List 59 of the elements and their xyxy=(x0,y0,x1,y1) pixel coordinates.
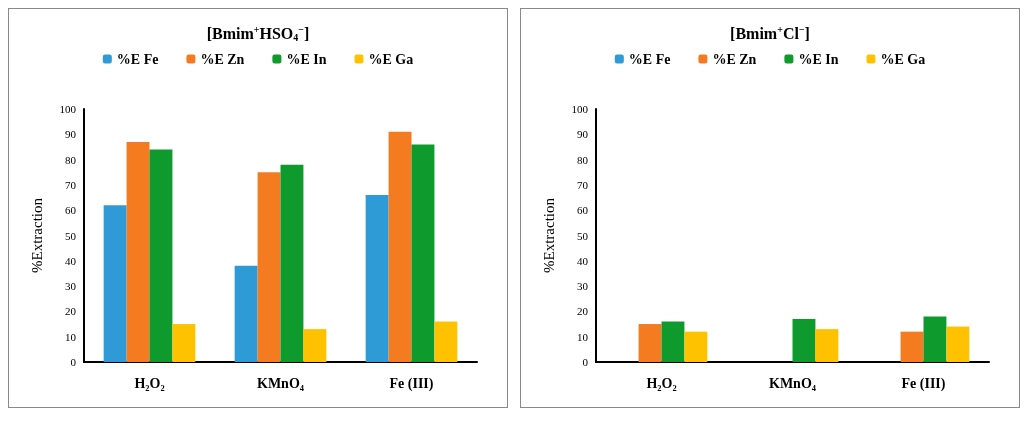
bar xyxy=(815,329,839,362)
x-tick-label: Fe (III) xyxy=(389,375,434,392)
bar xyxy=(434,321,458,362)
bar xyxy=(411,144,435,362)
y-tick-label: 60 xyxy=(577,204,589,217)
y-tick-label: 80 xyxy=(577,153,589,166)
bar xyxy=(900,331,924,362)
bar xyxy=(684,331,708,362)
bar xyxy=(234,265,258,362)
y-tick-label: 10 xyxy=(577,330,589,343)
y-axis-title: %Extraction xyxy=(540,197,557,273)
bar xyxy=(365,195,389,362)
y-tick-label: 100 xyxy=(571,103,589,115)
x-tick-label: Fe (III) xyxy=(901,375,946,392)
bar xyxy=(257,172,281,362)
y-tick-label: 60 xyxy=(65,204,77,217)
x-tick-label: H₂O₂ xyxy=(646,375,677,391)
y-axis-title: %Extraction xyxy=(28,197,45,273)
legend-label: %E Fe xyxy=(116,51,159,67)
y-tick-label: 20 xyxy=(65,305,77,318)
y-tick-label: 70 xyxy=(65,178,77,191)
bar xyxy=(303,329,327,362)
y-tick-label: 10 xyxy=(65,330,77,343)
legend-label: %E Fe xyxy=(628,51,671,67)
legend-label: %E Zn xyxy=(200,51,245,67)
y-tick-label: 90 xyxy=(577,128,589,141)
bar xyxy=(923,316,947,362)
bar xyxy=(388,131,412,362)
chart-title: [Bmim+Cl−] xyxy=(730,23,810,42)
legend-label: %E Ga xyxy=(368,51,414,67)
y-tick-label: 70 xyxy=(577,178,589,191)
bar xyxy=(126,141,150,362)
y-tick-label: 0 xyxy=(70,356,77,368)
y-tick-label: 50 xyxy=(65,229,77,242)
y-tick-label: 40 xyxy=(577,254,589,267)
x-tick-label: H₂O₂ xyxy=(134,375,165,391)
y-tick-label: 40 xyxy=(65,254,77,267)
bar xyxy=(280,164,304,362)
bar xyxy=(661,321,685,362)
bar xyxy=(103,205,127,362)
y-tick-label: 0 xyxy=(582,356,589,368)
y-tick-label: 80 xyxy=(65,153,77,166)
bar xyxy=(172,324,196,362)
bar xyxy=(946,326,970,362)
bar xyxy=(638,324,662,362)
bar xyxy=(149,149,173,362)
y-tick-label: 30 xyxy=(65,280,77,293)
legend-label: %E Ga xyxy=(880,51,926,67)
y-tick-label: 90 xyxy=(65,128,77,141)
y-tick-label: 50 xyxy=(577,229,589,242)
x-tick-label: KMnO₄ xyxy=(257,375,305,391)
y-tick-label: 100 xyxy=(59,103,77,115)
x-tick-label: KMnO₄ xyxy=(769,375,817,391)
y-tick-label: 30 xyxy=(577,280,589,293)
legend-label: %E Zn xyxy=(712,51,757,67)
legend-label: %E In xyxy=(286,51,327,67)
y-tick-label: 20 xyxy=(577,305,589,318)
bar xyxy=(792,318,816,362)
legend-label: %E In xyxy=(798,51,839,67)
